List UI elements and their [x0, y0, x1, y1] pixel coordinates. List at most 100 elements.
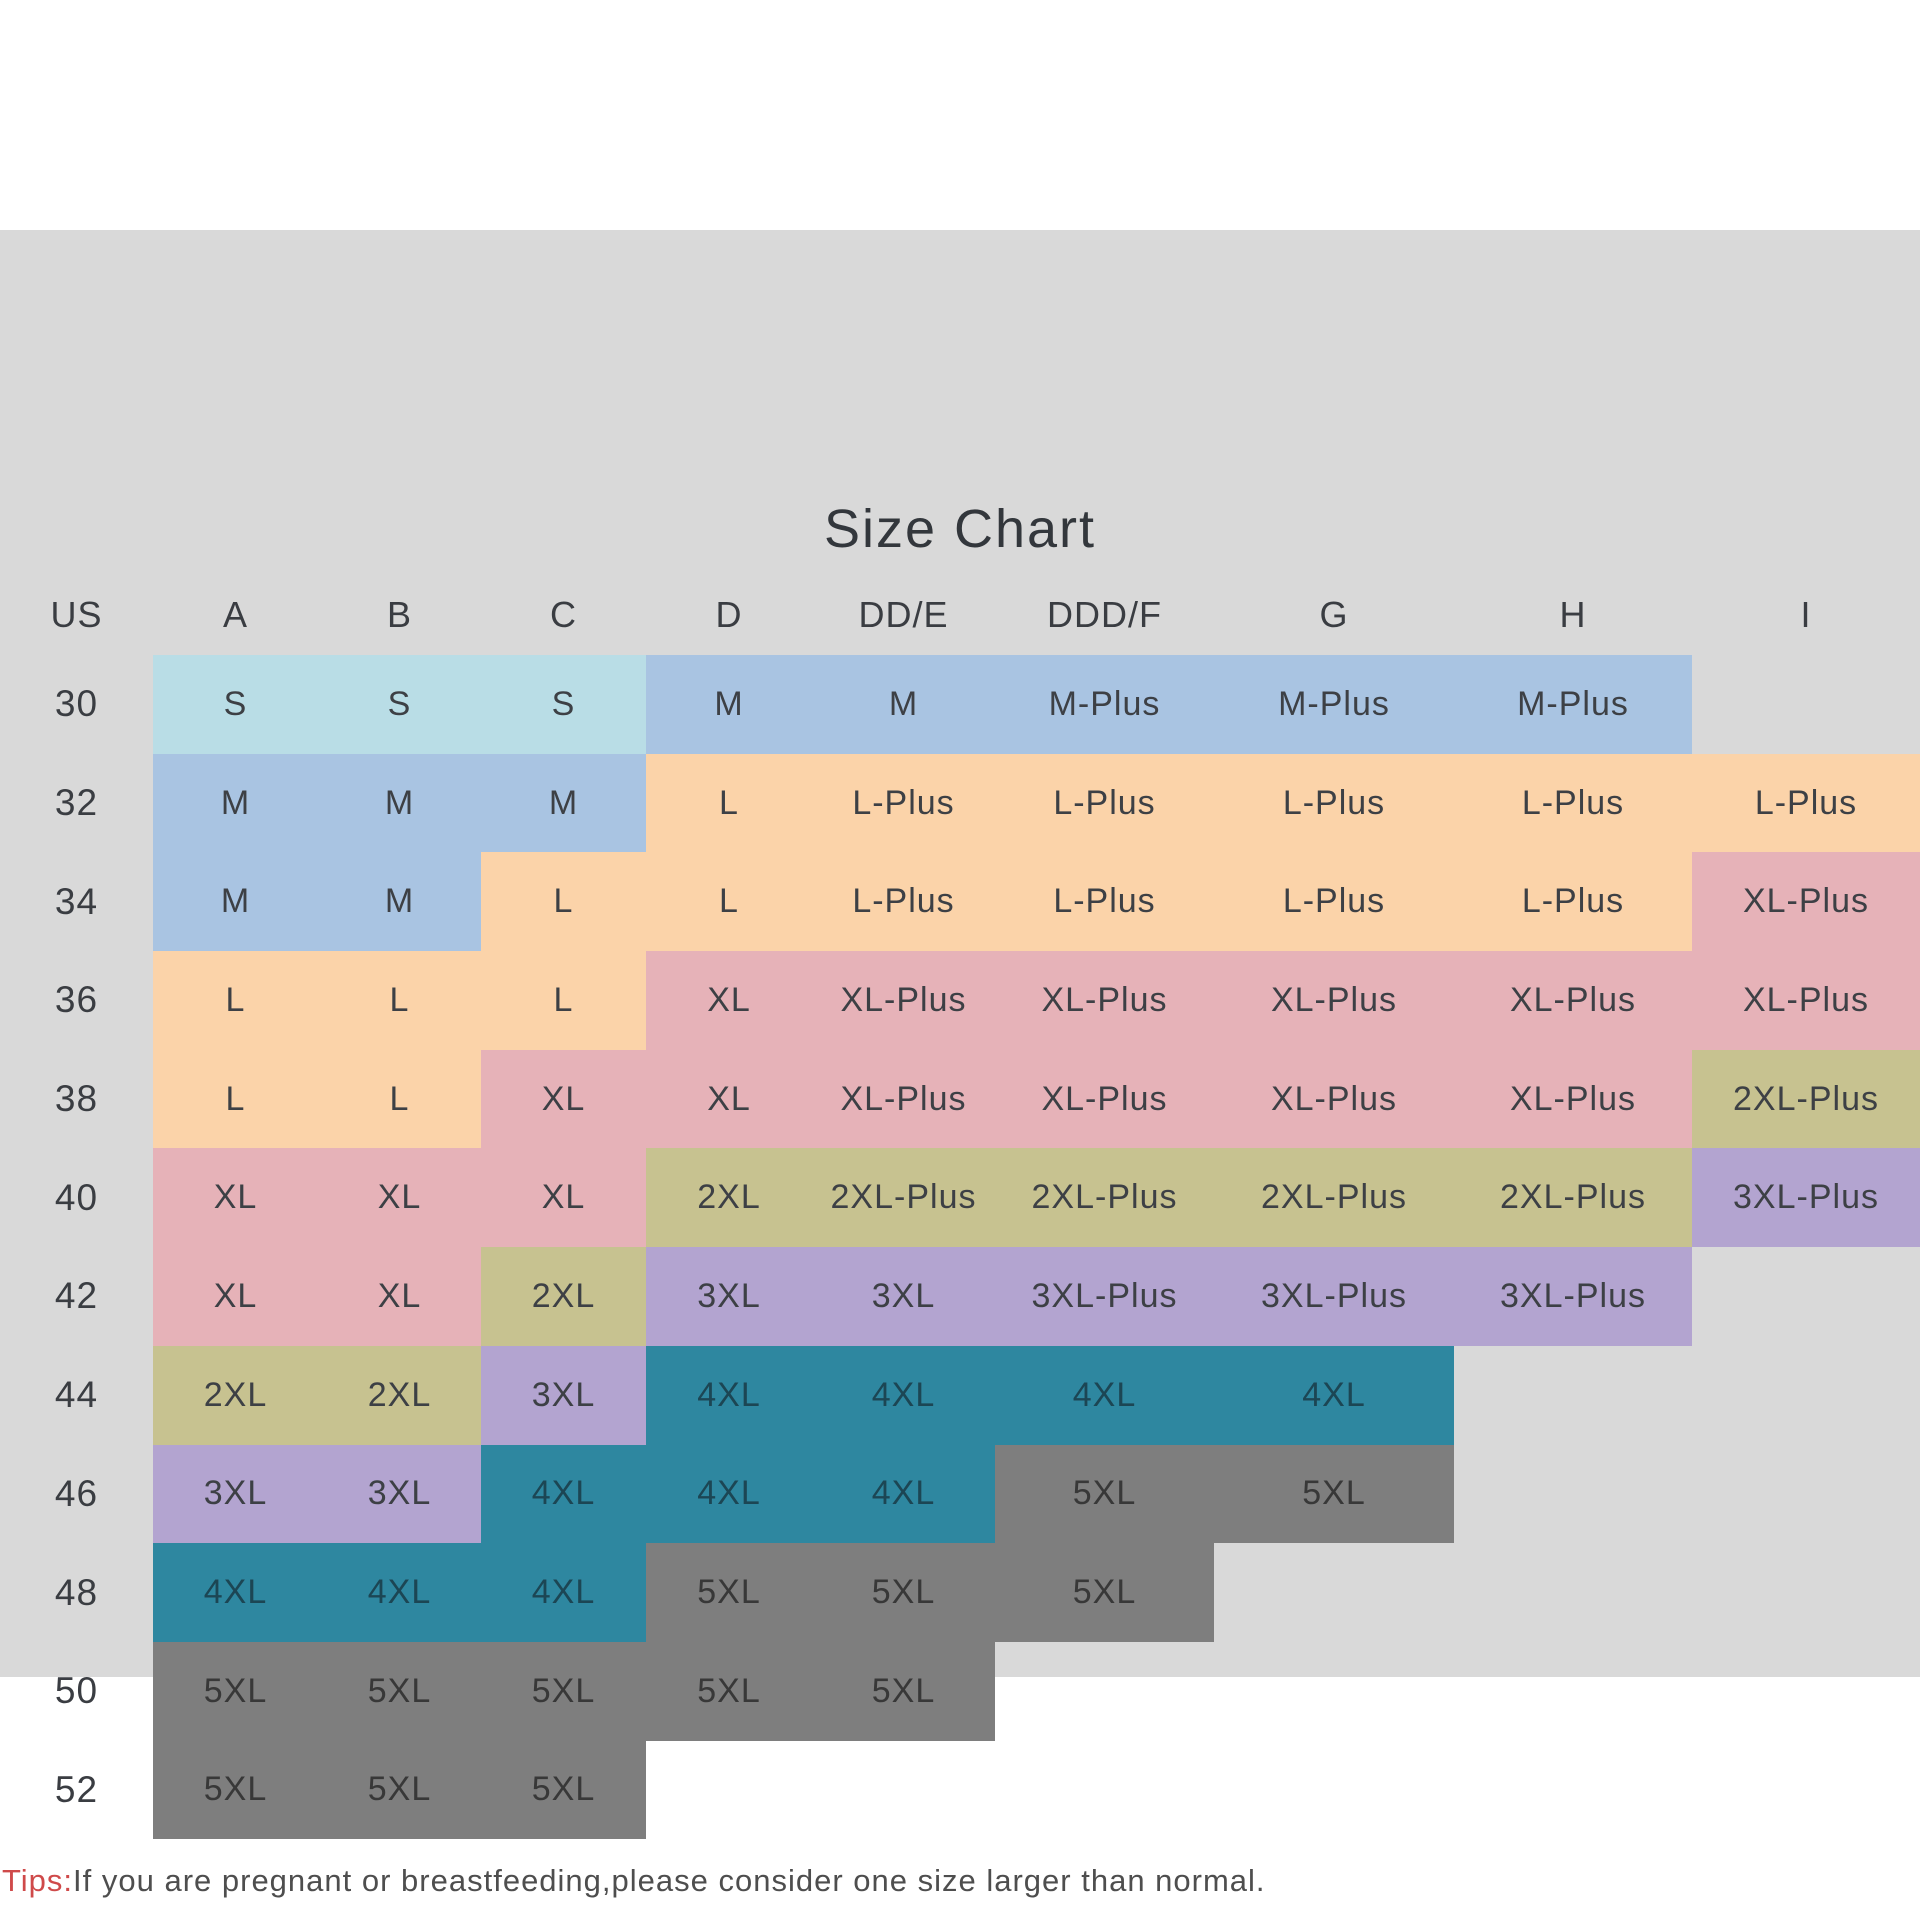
empty-cell: [646, 1741, 812, 1840]
size-cell: L: [646, 852, 812, 952]
size-cell: 5XL: [812, 1543, 995, 1642]
row-label-36: 36: [54, 979, 99, 1021]
size-cell: XL-Plus: [1454, 1049, 1692, 1149]
column-header-g: G: [1319, 594, 1349, 635]
row-label-30: 30: [54, 683, 99, 725]
row-label-32: 32: [54, 782, 99, 824]
size-cell: 4XL: [812, 1345, 995, 1445]
size-cell: 5XL: [153, 1641, 318, 1741]
size-cell: 2XL: [318, 1345, 481, 1445]
size-cell: 3XL: [812, 1247, 995, 1346]
size-cell: XL-Plus: [995, 1049, 1214, 1149]
column-header-h: H: [1559, 594, 1587, 635]
size-cell: 5XL: [481, 1740, 646, 1840]
size-cell: L-Plus: [812, 852, 995, 952]
size-cell: M: [153, 753, 318, 853]
row-label-38: 38: [54, 1078, 99, 1120]
size-cell: XL-Plus: [1692, 852, 1920, 952]
size-cell: L: [153, 951, 318, 1050]
size-cell: S: [481, 655, 646, 754]
empty-cell: [1454, 1741, 1692, 1840]
size-cell: XL-Plus: [995, 951, 1214, 1050]
size-cell: 5XL: [646, 1641, 812, 1741]
size-cell: XL: [646, 951, 812, 1050]
size-cell: 4XL: [318, 1543, 481, 1642]
empty-cell: [1454, 1543, 1692, 1642]
size-cell: 5XL: [995, 1444, 1214, 1544]
empty-cell: [1692, 1445, 1920, 1544]
size-cell: 2XL-Plus: [1454, 1148, 1692, 1248]
size-cell: 4XL: [995, 1345, 1214, 1445]
column-header-a: A: [222, 594, 248, 635]
column-header-us: US: [50, 594, 103, 635]
empty-cell: [995, 1642, 1214, 1741]
size-cell: 2XL-Plus: [995, 1148, 1214, 1248]
empty-cell: [1214, 1741, 1454, 1840]
column-header-ddd-f: DDD/F: [1047, 594, 1162, 635]
size-cell: 2XL-Plus: [812, 1148, 995, 1248]
size-cell: XL: [481, 1148, 646, 1248]
size-cell: 4XL: [481, 1543, 646, 1642]
empty-cell: [1692, 1247, 1920, 1346]
size-cell: L-Plus: [1214, 753, 1454, 853]
size-cell: L-Plus: [812, 753, 995, 853]
size-cell: 3XL: [318, 1444, 481, 1544]
size-cell: 3XL: [153, 1444, 318, 1544]
size-cell: 2XL-Plus: [1692, 1049, 1920, 1149]
tips-label: Tips:: [2, 1863, 74, 1898]
size-cell: 4XL: [646, 1345, 812, 1445]
size-cell: L-Plus: [1454, 753, 1692, 853]
empty-cell: [1454, 1346, 1692, 1445]
row-label-46: 46: [54, 1472, 99, 1514]
size-cell: 5XL: [318, 1641, 481, 1741]
size-cell: L-Plus: [995, 852, 1214, 952]
column-header-c: C: [550, 594, 577, 635]
size-cell: XL: [318, 1148, 481, 1248]
empty-cell: [1692, 1642, 1920, 1741]
size-cell: M-Plus: [1214, 655, 1454, 754]
size-cell: M: [153, 852, 318, 952]
size-cell: M-Plus: [1454, 655, 1692, 754]
row-label-34: 34: [54, 880, 99, 922]
size-cell: M-Plus: [995, 655, 1214, 754]
size-cell: L: [646, 753, 812, 853]
size-cell: 3XL-Plus: [1214, 1247, 1454, 1346]
row-label-52: 52: [54, 1768, 99, 1810]
size-cell: 4XL: [1214, 1345, 1454, 1445]
size-cell: 3XL: [481, 1345, 646, 1445]
column-header-b: B: [386, 594, 412, 635]
row-label-42: 42: [54, 1275, 99, 1317]
size-cell: 2XL: [481, 1247, 646, 1346]
size-cell: S: [318, 655, 481, 754]
page-title: Size Chart: [823, 499, 1097, 559]
size-cell: 4XL: [812, 1444, 995, 1544]
column-header-dd-e: DD/E: [858, 594, 949, 635]
size-cell: XL-Plus: [1454, 951, 1692, 1050]
empty-cell: [1454, 1642, 1692, 1741]
size-cell: M: [318, 852, 481, 952]
size-cell: XL-Plus: [1692, 951, 1920, 1050]
empty-cell: [1214, 1543, 1454, 1642]
size-cell: L-Plus: [1454, 852, 1692, 952]
size-cell: L: [481, 852, 646, 952]
size-cell: 2XL-Plus: [1214, 1148, 1454, 1248]
empty-cell: [1692, 1543, 1920, 1642]
tips-note: Tips:If you are pregnant or breastfeedin…: [2, 1863, 1902, 1899]
size-cell: 2XL: [153, 1345, 318, 1445]
size-cell: XL: [153, 1148, 318, 1248]
size-cell: 5XL: [812, 1641, 995, 1741]
size-cell: L-Plus: [1692, 753, 1920, 853]
size-cell: XL-Plus: [1214, 1049, 1454, 1149]
tips-text: If you are pregnant or breastfeeding,ple…: [73, 1863, 1266, 1898]
size-cell: 5XL: [995, 1543, 1214, 1642]
size-cell: M: [481, 753, 646, 853]
size-cell: L: [318, 951, 481, 1050]
size-cell: M: [318, 753, 481, 853]
size-cell: 4XL: [153, 1543, 318, 1642]
size-cell: M: [812, 655, 995, 754]
size-cell: XL-Plus: [812, 951, 995, 1050]
size-cell: 4XL: [646, 1444, 812, 1544]
size-cell: XL: [646, 1049, 812, 1149]
empty-cell: [1692, 1346, 1920, 1445]
size-cell: 5XL: [1214, 1444, 1454, 1544]
